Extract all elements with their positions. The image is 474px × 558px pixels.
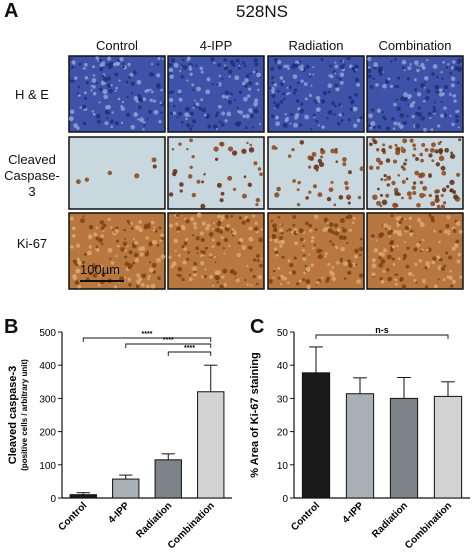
row-label-caspase: Cleaved Caspase-3: [4, 152, 60, 199]
micrograph-tile: [68, 212, 166, 290]
column-label-combination: Combination: [378, 38, 452, 53]
y-tick-label: 30: [277, 394, 289, 405]
micrograph-tile: [267, 55, 365, 133]
y-tick-label: 300: [39, 394, 56, 405]
bar-combination: [433, 395, 463, 499]
column-label-4ipp: 4-IPP: [199, 38, 233, 53]
panel-b-letter: B: [4, 316, 19, 338]
significance-bracket: [167, 351, 212, 356]
x-tick-label: Radiation: [370, 500, 410, 540]
micrograph-tile: [366, 212, 464, 290]
y-axis-label: Cleaved caspase-3: [7, 366, 19, 464]
y-tick-label: 10: [277, 461, 289, 472]
significance-label: n-s: [375, 325, 389, 335]
significance-label: ****: [142, 331, 153, 338]
micrograph-tile: [167, 136, 265, 210]
x-tick-label: 4-IPP: [106, 500, 132, 526]
x-tick-label: Combination: [403, 500, 454, 551]
significance-label: ****: [184, 345, 195, 352]
x-tick-label: Control: [56, 500, 89, 533]
y-tick-label: 100: [39, 461, 56, 472]
x-tick-label: Control: [289, 500, 322, 533]
chart-ki67: 0 10 20 30 40 50 Control 4-IPP RadiationCombinat…: [249, 325, 470, 551]
row-label-he: H & E: [15, 87, 49, 102]
y-tick-label: 400: [39, 361, 56, 372]
micrograph-tile: [167, 212, 265, 290]
bar-4ipp: [345, 393, 375, 499]
y-axis-label: % Area of Ki-67 staining: [249, 352, 261, 478]
figure-title: 528NS: [236, 2, 288, 21]
y-tick-label: 0: [282, 494, 288, 505]
significance-bracket: [315, 334, 449, 339]
x-tick-label: 4-IPP: [341, 500, 367, 526]
y-tick-label: 40: [277, 361, 289, 372]
scale-bar-label: 100µm: [80, 262, 120, 277]
micrograph-tile: [366, 136, 464, 210]
column-label-radiation: Radiation: [288, 38, 344, 53]
micrograph-tile: [68, 136, 166, 210]
panel-c-letter: C: [250, 316, 265, 338]
micrograph-tile: [68, 55, 166, 133]
x-tick-label: Radiation: [134, 500, 174, 540]
micrograph-tile: [366, 55, 464, 133]
significance-bracket: [82, 337, 212, 342]
column-label-control: Control: [96, 38, 138, 53]
bar-combination: [197, 391, 225, 499]
y-tick-label: 200: [39, 428, 56, 439]
bar-control: [301, 372, 331, 499]
bar-control: [69, 494, 97, 499]
significance-bracket: [125, 343, 212, 348]
y-tick-label: 50: [277, 328, 289, 339]
panel-a-letter: A: [4, 0, 19, 22]
micrograph-tile: [167, 55, 265, 133]
y-tick-label: 0: [50, 494, 56, 505]
bar-radiation: [389, 397, 419, 499]
micrograph-tile: [267, 136, 365, 210]
bar-4ipp: [112, 478, 140, 499]
y-axis-sublabel: (positive cells / arbitrary unit): [20, 359, 29, 471]
micrograph-tile: [267, 212, 365, 290]
y-tick-label: 500: [39, 328, 56, 339]
y-tick-label: 20: [277, 428, 289, 439]
micrograph-grid: 100µm: [68, 55, 464, 290]
row-label-ki67: Ki-67: [16, 236, 48, 251]
bar-radiation: [154, 459, 182, 499]
significance-label: ****: [163, 337, 174, 344]
